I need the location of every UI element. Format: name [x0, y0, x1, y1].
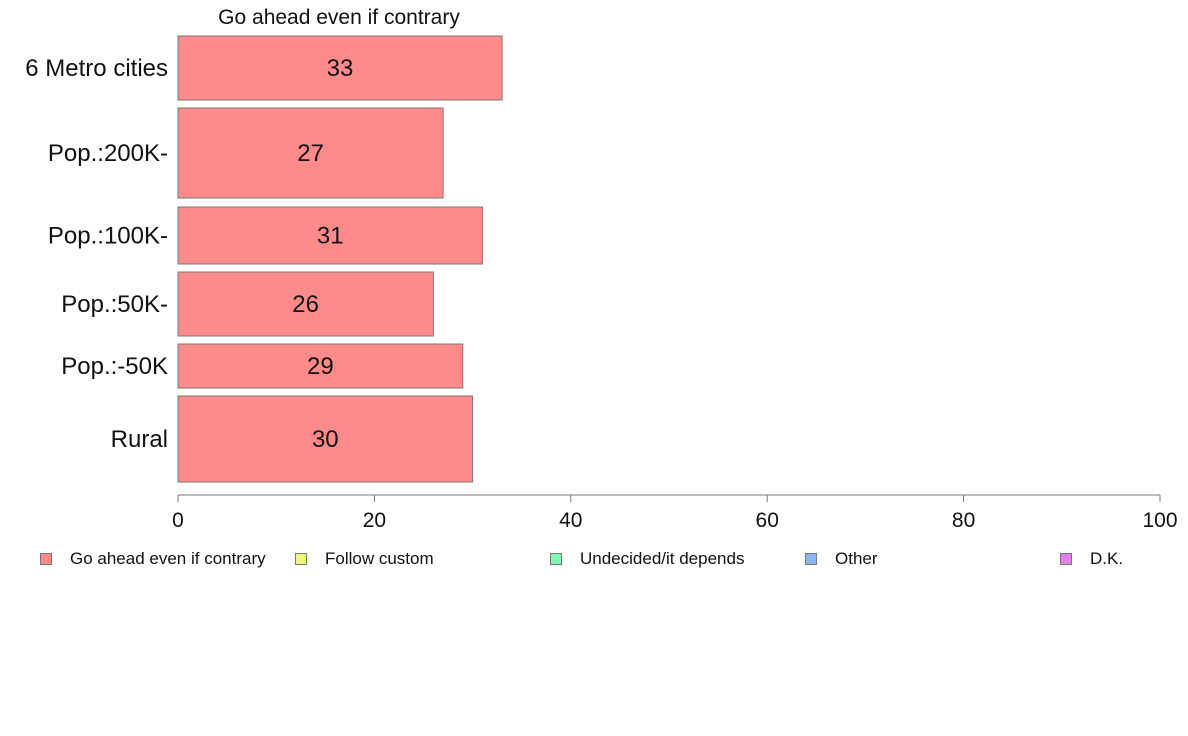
bar-chart: Go ahead even if contrary 33 27 31 26 29 30 6…: [25, 6, 1178, 532]
legend-label: Follow custom: [325, 549, 434, 568]
legend-label: Other: [835, 549, 878, 568]
x-tick-label: 100: [1142, 509, 1177, 532]
bar-value-label: 26: [292, 291, 319, 318]
x-tick-label: 60: [756, 509, 779, 532]
bar: [177, 206, 483, 265]
bar-value-label: 30: [312, 426, 339, 453]
bar-value-label: 29: [307, 353, 334, 380]
legend-item-dk: D.K.: [1060, 547, 1123, 571]
x-tick-label: 20: [363, 509, 386, 532]
bar-value-label: 27: [297, 140, 324, 167]
bar: [177, 35, 503, 101]
legend-item-undecided: Undecided/it depends: [550, 547, 744, 571]
bars-group: 33 27 31 26 29 30: [177, 35, 503, 483]
bar-value-label: 31: [317, 223, 344, 250]
legend-swatch: [40, 553, 52, 565]
legend-label: Undecided/it depends: [580, 549, 745, 568]
category-label: Pop.:200K-: [48, 140, 168, 167]
category-label: Pop.:-50K: [61, 353, 168, 380]
category-label: Pop.:100K-: [48, 223, 168, 250]
bar: [177, 395, 474, 483]
bar-value-label: 33: [327, 55, 354, 82]
bar: [177, 107, 444, 199]
legend-swatch: [295, 553, 307, 565]
x-tick-label: 80: [952, 509, 975, 532]
legend-swatch: [550, 553, 562, 565]
bar: [177, 343, 464, 389]
category-label: Rural: [111, 426, 168, 453]
legend-swatch: [1060, 553, 1072, 565]
category-labels: 6 Metro cities Pop.:200K- Pop.:100K- Pop.:5…: [25, 55, 168, 453]
chart-title: Go ahead even if contrary: [218, 6, 460, 29]
x-tick-label: 0: [172, 509, 184, 532]
bar: [177, 271, 434, 337]
x-axis: 0 20 40 60 80 100: [172, 494, 1178, 532]
legend-label: D.K.: [1090, 549, 1124, 568]
legend-swatch: [805, 553, 817, 565]
legend-item-other: Other: [805, 547, 878, 571]
x-tick-label: 40: [559, 509, 582, 532]
category-label: Pop.:50K-: [61, 291, 168, 318]
legend: Go ahead even if contrary Follow custom …: [0, 547, 1188, 571]
legend-label: Go ahead even if contrary: [70, 549, 266, 568]
legend-item-go-ahead: Go ahead even if contrary: [40, 547, 266, 571]
legend-item-follow-custom: Follow custom: [295, 547, 434, 571]
category-label: 6 Metro cities: [25, 55, 168, 82]
